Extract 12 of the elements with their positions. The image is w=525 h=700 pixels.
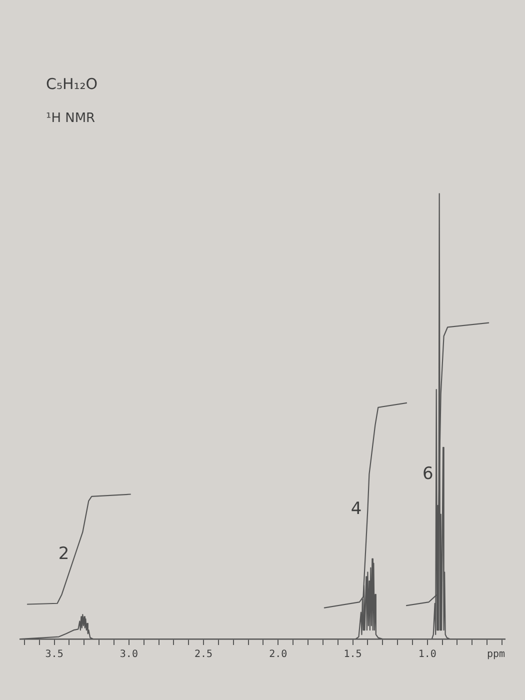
- annotation: 2: [58, 544, 70, 564]
- chart-title: C₅H₁₂O: [46, 74, 98, 92]
- x-tick-label: 3.0: [120, 649, 138, 660]
- x-axis-title: ppm: [486, 649, 505, 660]
- annotation: 6: [422, 464, 434, 484]
- x-tick-label: 1.5: [344, 649, 362, 660]
- x-tick-label: 2.5: [194, 649, 213, 660]
- annotation: 4: [350, 499, 362, 520]
- x-tick-label: 1.0: [418, 649, 436, 660]
- x-tick-label: 2.0: [269, 649, 288, 660]
- x-tick-label: 3.5: [45, 649, 64, 660]
- chart-subtitle: ¹H NMR: [46, 110, 96, 126]
